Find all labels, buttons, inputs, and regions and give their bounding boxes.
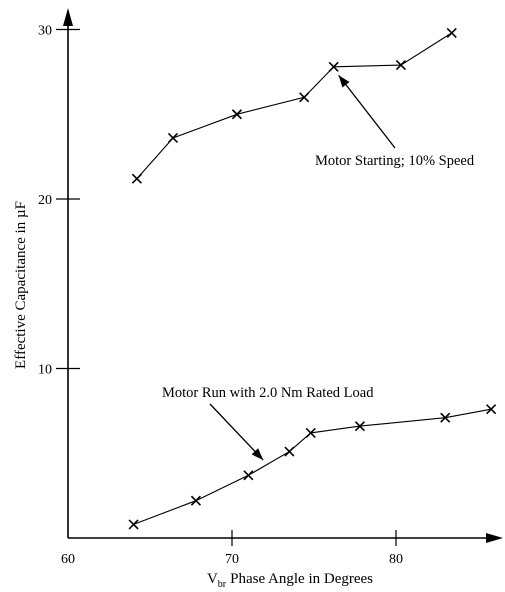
data-point-stroke xyxy=(446,27,457,38)
x-axis-label-subscript: br xyxy=(218,579,227,590)
x-axis-label-text: Phase Angle in Degrees xyxy=(230,571,373,587)
y-axis-arrow xyxy=(63,8,73,26)
annotation-label: Motor Run with 2.0 Nm Rated Load xyxy=(162,385,374,401)
annotations: Motor Starting; 10% Speed Motor Run with … xyxy=(162,74,475,461)
data-point-stroke xyxy=(354,421,365,432)
data-point xyxy=(284,446,295,457)
data-point xyxy=(231,109,242,120)
data-point-stroke xyxy=(284,446,295,457)
series-line-2 xyxy=(133,408,492,525)
data-point xyxy=(305,427,316,438)
data-point-stroke xyxy=(131,173,142,184)
data-point-stroke xyxy=(395,60,406,71)
data-point-stroke xyxy=(190,495,201,506)
annotation-arrow-line xyxy=(338,74,396,149)
y-axis-label: Effective Capacitance in µF xyxy=(13,201,29,369)
x-axis-label: Vbr Phase Angle in Degrees xyxy=(207,571,373,590)
axes xyxy=(63,8,503,543)
annotation-arrow-head xyxy=(338,75,350,88)
data-point xyxy=(299,92,310,103)
data-point-stroke xyxy=(328,61,339,72)
data-point xyxy=(167,132,179,144)
data-point-stroke xyxy=(299,92,310,103)
data-point-stroke xyxy=(231,109,242,120)
data-point-stroke xyxy=(243,470,254,481)
x-tick-label: 60 xyxy=(61,552,75,567)
y-tick-label: 10 xyxy=(38,363,52,378)
data-point xyxy=(446,27,457,38)
data-point xyxy=(440,412,451,423)
data-point xyxy=(131,173,142,184)
y-tick-label: 20 xyxy=(38,193,52,208)
annotation-arrow-line xyxy=(209,403,264,461)
series-group xyxy=(128,27,497,530)
data-point xyxy=(395,60,406,71)
data-point xyxy=(328,61,339,72)
data-point xyxy=(190,495,201,506)
data-point-stroke xyxy=(440,412,451,423)
y-tick-label: 30 xyxy=(38,24,52,39)
x-axis-arrow xyxy=(486,533,503,543)
x-tick-label: 70 xyxy=(225,552,239,567)
data-point xyxy=(243,470,254,481)
x-axis-label-prefix: V xyxy=(207,571,218,587)
data-point-stroke xyxy=(128,519,139,530)
data-point xyxy=(354,421,365,432)
data-point-stroke xyxy=(486,404,497,415)
data-point-stroke xyxy=(167,132,179,144)
x-tick-label: 80 xyxy=(389,552,403,567)
data-point xyxy=(128,519,139,530)
data-point-stroke xyxy=(305,427,316,438)
annotation-arrow-head xyxy=(251,448,264,461)
annotation-label: Motor Starting; 10% Speed xyxy=(315,153,475,169)
ticks: 10 20 30 60 70 80 xyxy=(38,24,403,568)
data-point xyxy=(486,404,497,415)
